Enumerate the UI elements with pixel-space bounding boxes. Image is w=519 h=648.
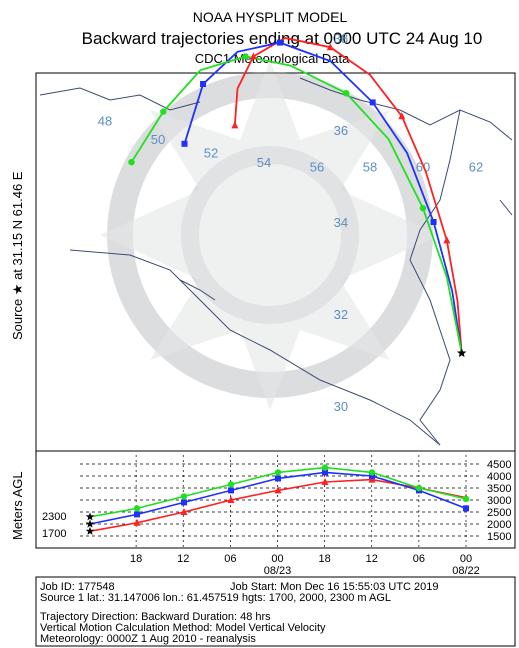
profile-2000-marker [275,475,281,482]
longitude-label: 48 [98,113,112,128]
profile-2000-marker [322,469,328,476]
latitude-label: 38 [334,31,348,46]
time-tick-label: 18 [130,553,142,565]
trajectory-2000-marker [276,39,283,46]
height-tick-label: 3000 [487,495,511,507]
profile-1700-marker [133,518,141,526]
height-tick-label: 1500 [487,531,511,543]
date-label: 08/23 [264,565,292,577]
profile-1700-marker [180,508,188,515]
time-tick-label: 12 [366,553,378,565]
profile-source-star-icon [85,512,95,521]
trajectory-1700-marker [249,52,257,60]
longitude-label: 52 [204,146,218,161]
height-tick-label: 4000 [487,471,511,483]
trajectory-2000-marker [181,140,188,147]
profile-2300-marker [415,484,423,492]
profile-markers [85,464,470,535]
height-tick-label: 2000 [487,519,511,531]
time-tick-label: 06 [224,553,236,565]
latitude-label: 32 [334,307,348,322]
profile-2000-marker [463,505,469,512]
footer-direction: Trajectory Direction: Backward Duration:… [40,611,271,623]
longitude-label: 62 [469,159,483,174]
date-label: 08/22 [452,565,480,577]
footer-source-line: Source 1 lat.: 31.147006 lon.: 61.457519… [40,592,391,604]
footer-vertical-method: Vertical Motion Calculation Method: Mode… [40,622,326,634]
trajectory-2300-marker [242,53,249,60]
trajectory-2300-marker [342,90,350,97]
trajectory-1700-marker [231,121,239,129]
profile-2300-marker [321,464,329,471]
chart-title: Backward trajectories ending at 0000 UTC… [82,29,483,48]
map-source-label: Source ★ at 31.15 N 61.46 E [10,171,25,340]
start-height-label: 2300 [42,511,66,523]
trajectory-2300-marker [160,108,167,115]
time-tick-label: 06 [413,553,425,565]
latitude-label: 30 [334,399,348,414]
profile-2300-marker [368,469,376,476]
profile-2300-marker [180,493,188,500]
profile-2300-marker [133,505,141,512]
trajectory-2000-marker [200,81,207,87]
trajectory-lines [130,37,463,354]
trajectory-2300-marker [128,159,135,166]
profile-1700-marker [321,478,329,485]
source-star-icon [456,348,467,358]
height-tick-label: 3500 [487,483,511,495]
trajectory-2300-line [130,55,463,354]
longitude-label: 56 [310,159,324,174]
profile-source-star-icon [85,526,95,535]
height-tick-label: 4500 [487,459,511,471]
footer-job-start: Job Start: Mon Dec 16 15:55:03 UTC 2019 [230,581,439,593]
profile-2000-marker [181,499,187,506]
time-tick-label: 00 [271,553,283,565]
profile-2000-marker [228,487,234,494]
trajectory-2300-marker [419,205,427,212]
start-height-label: 1700 [42,528,66,540]
profile-2000-marker [369,473,375,479]
profile-2300-marker [274,469,282,476]
longitude-label: 58 [363,159,377,174]
map-watermark [100,60,440,410]
profile-2300-marker [462,495,470,502]
time-tick-label: 00 [460,553,472,565]
trajectory-1700-marker [326,43,334,51]
trajectory-1700-marker [398,112,406,120]
trajectory-2000-line [183,41,463,354]
trajectory-2000-marker [430,219,437,225]
footer-panel [35,576,516,647]
footer-job-id: Job ID: 177548 [40,581,115,593]
profile-1700-marker [368,475,376,483]
profile-y-axis-label: Meters AGL [10,471,25,540]
profile-panel [35,450,516,549]
time-tick-label: 18 [319,553,331,565]
footer-meteorology: Meteorology: 0000Z 1 Aug 2010 - reanalys… [40,633,256,645]
chart-subtitle: CDC1 Meteorological Data [195,51,350,66]
profile-2000-marker [134,511,140,518]
trajectory-2000-marker [369,99,376,106]
height-tick-label: 2500 [487,507,511,519]
map-panel [35,72,516,452]
trajectory-1700-marker [443,236,451,244]
longitude-label: 50 [151,132,165,147]
map-borders [39,77,513,446]
profile-source-star-icon [85,519,95,528]
latitude-label: 36 [334,123,348,138]
trajectory-markers [128,39,467,358]
model-title: NOAA HYSPLIT MODEL [193,9,348,25]
profile-1700-marker [227,496,235,503]
latitude-label: 34 [334,215,348,230]
time-tick-label: 12 [177,553,189,565]
longitude-label: 54 [257,155,271,170]
profile-1700-marker [274,486,282,494]
trajectory-1700-line [233,37,463,354]
profile-2300-marker [227,481,235,488]
